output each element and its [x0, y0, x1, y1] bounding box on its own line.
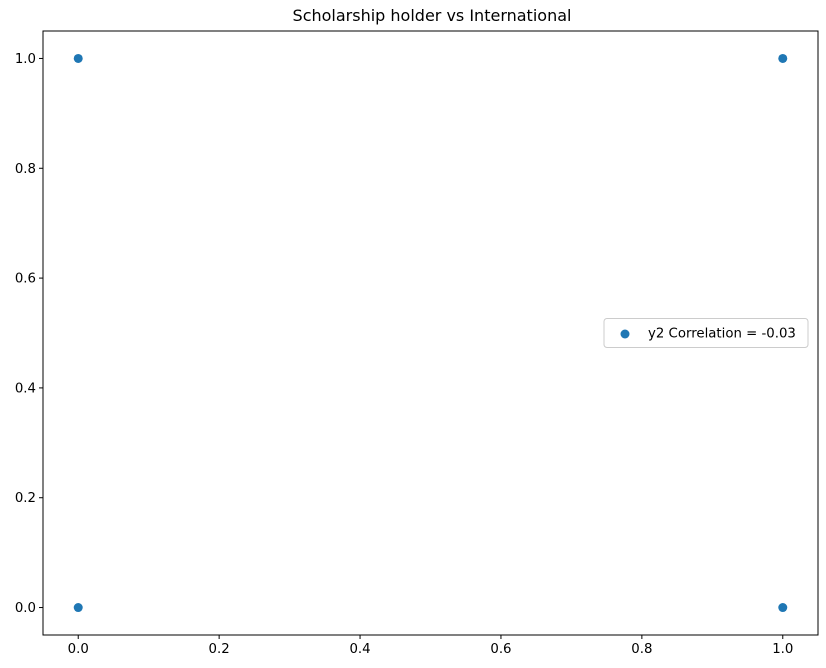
scatter-point	[73, 53, 83, 63]
y-tick-label: 0.8	[15, 162, 36, 177]
y-tick-label: 0.2	[15, 491, 36, 506]
chart-title: Scholarship holder vs International	[293, 6, 572, 25]
legend-label: y2 Correlation = -0.03	[648, 327, 796, 342]
scatter-point	[73, 603, 83, 613]
legend: y2 Correlation = -0.03	[603, 318, 809, 348]
legend-box	[603, 318, 809, 348]
x-axis: 0.0 0.2 0.4 0.6 0.8 1.0	[68, 635, 793, 657]
y-tick-label: 1.0	[15, 52, 36, 67]
y-tick-label: 0.4	[15, 381, 36, 396]
x-tick-label: 0.0	[68, 642, 89, 657]
x-tick-label: 1.0	[772, 642, 793, 657]
x-tick-label: 0.8	[631, 642, 652, 657]
legend-marker	[620, 329, 630, 339]
scatter-point	[778, 53, 788, 63]
scatter-point	[778, 603, 788, 613]
y-axis: 0.0 0.2 0.4 0.6 0.8 1.0	[15, 52, 43, 616]
x-tick-label: 0.2	[209, 642, 230, 657]
y-tick-label: 0.0	[15, 601, 36, 616]
scatter-points	[73, 53, 788, 613]
x-tick-label: 0.6	[490, 642, 511, 657]
plot-frame	[42, 30, 819, 636]
x-tick-label: 0.4	[349, 642, 370, 657]
y-tick-label: 0.6	[15, 272, 36, 287]
